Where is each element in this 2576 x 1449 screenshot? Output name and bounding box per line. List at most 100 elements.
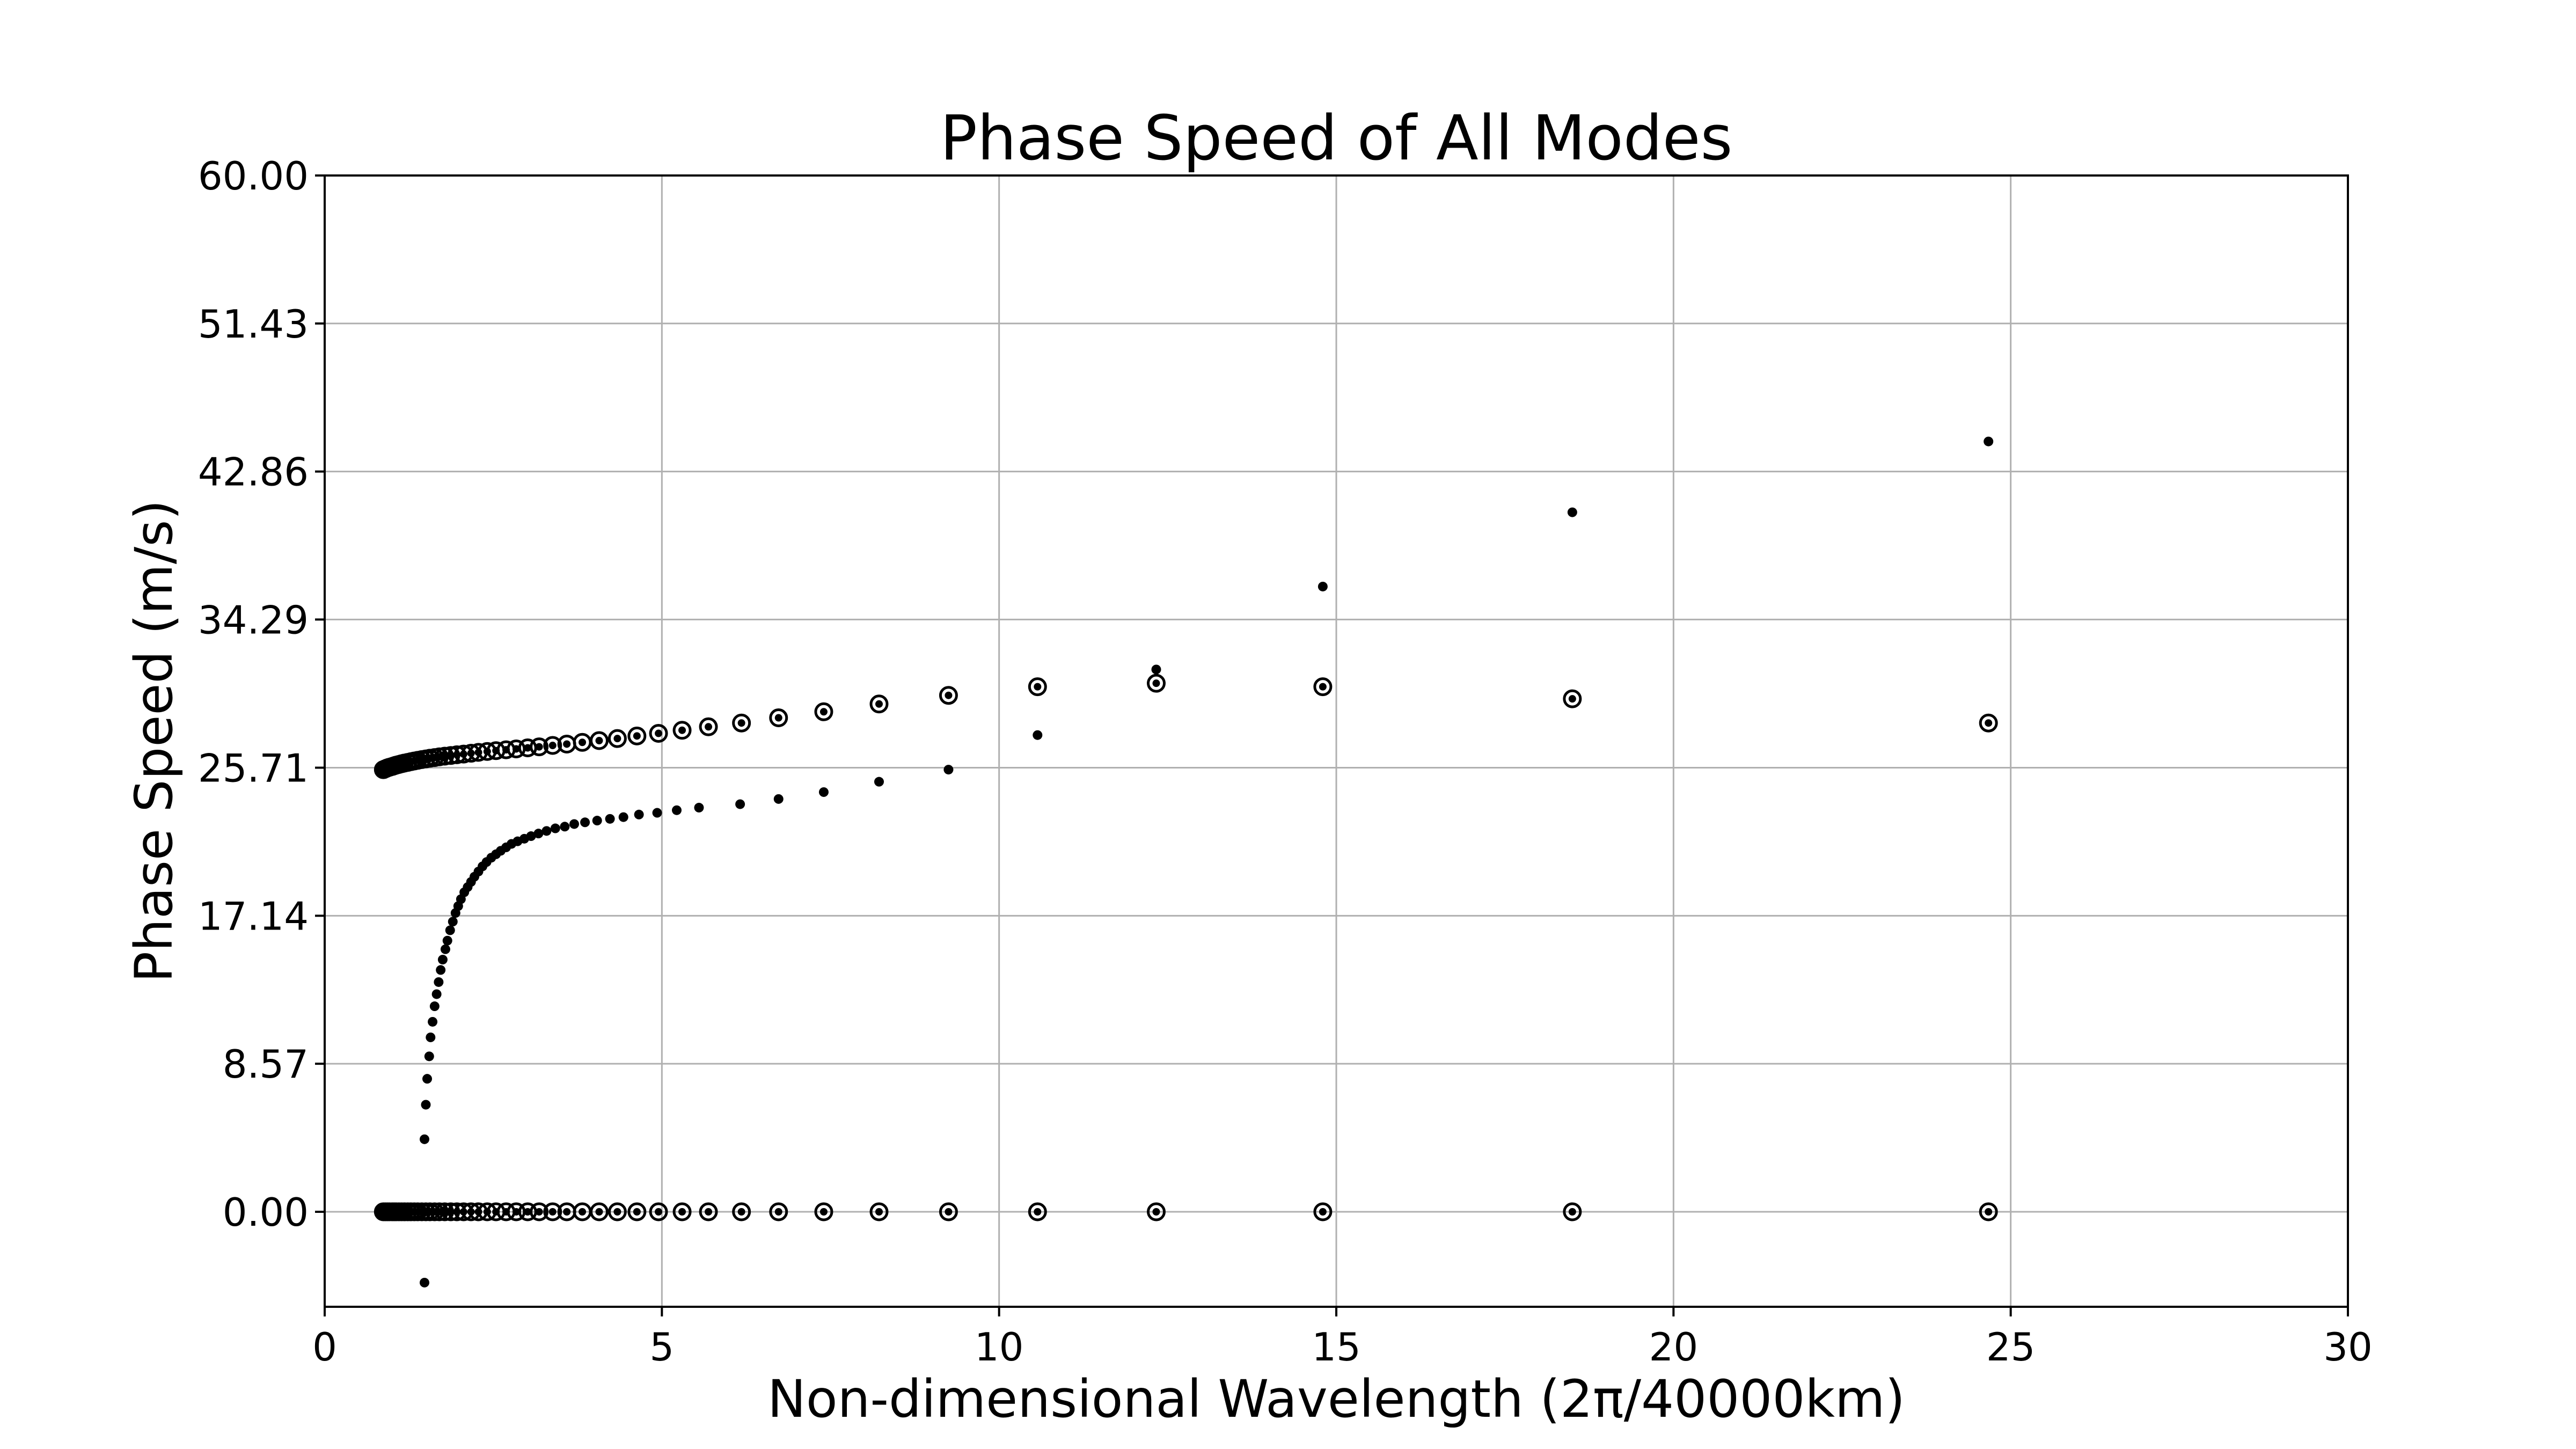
data-point: [448, 917, 458, 927]
data-point-ring: [1563, 689, 1582, 708]
y-axis-label: Phase Speed (m/s): [124, 500, 184, 982]
data-point: [1985, 719, 1993, 727]
data-series: [374, 436, 1998, 1287]
series-2: [419, 436, 1994, 1144]
data-point: [1319, 683, 1327, 691]
data-point: [535, 743, 543, 751]
x-tick-label: 20: [1649, 1324, 1699, 1370]
series-3: [374, 1202, 1998, 1221]
data-point: [819, 1208, 828, 1216]
data-point-ring: [1563, 1202, 1582, 1221]
data-point: [818, 787, 829, 797]
data-point: [1034, 683, 1042, 691]
data-point-ring: [939, 1202, 958, 1221]
data-point: [442, 935, 452, 946]
data-point: [422, 1074, 433, 1084]
data-point: [1152, 679, 1160, 687]
data-point: [655, 1208, 663, 1216]
x-tick-label: 5: [649, 1324, 674, 1370]
data-point: [678, 1208, 686, 1216]
data-point: [705, 1208, 713, 1216]
data-point: [524, 1208, 532, 1216]
data-point-ring: [1146, 1202, 1166, 1221]
data-point: [735, 799, 745, 809]
data-point: [424, 1051, 434, 1062]
data-point-ring: [699, 1202, 718, 1221]
data-point: [1984, 436, 1994, 447]
data-point-ring: [1979, 1202, 1998, 1221]
data-point: [419, 1277, 429, 1287]
data-point: [436, 965, 446, 975]
x-tick-label: 10: [975, 1324, 1024, 1370]
data-point: [1034, 1208, 1042, 1216]
data-point: [773, 794, 784, 804]
x-tick-label: 0: [312, 1324, 337, 1370]
data-point: [434, 977, 444, 987]
data-point: [533, 829, 544, 839]
y-tick-label: 51.43: [198, 302, 309, 347]
data-point: [535, 1208, 543, 1216]
data-point: [524, 744, 532, 752]
data-point-ring: [649, 724, 668, 743]
y-tick-label: 8.57: [223, 1042, 309, 1087]
data-point-ring: [769, 1202, 788, 1221]
data-point: [1033, 730, 1043, 740]
x-tick-label: 25: [1986, 1324, 2036, 1370]
x-axis-label: Non-dimensional Wavelength (2π/40000km): [767, 1369, 1905, 1429]
data-point-ring: [543, 736, 562, 755]
data-point: [563, 740, 571, 748]
y-tick-label: 25.71: [198, 746, 309, 791]
data-point: [541, 826, 552, 836]
data-point: [592, 816, 602, 826]
data-point: [579, 1208, 587, 1216]
data-point: [1567, 507, 1577, 517]
data-point: [945, 691, 953, 699]
data-point: [440, 944, 450, 954]
data-point: [1152, 1208, 1160, 1216]
data-point: [774, 1208, 782, 1216]
data-point: [1985, 1208, 1993, 1216]
data-point-ring: [1146, 674, 1166, 693]
y-tick-label: 42.86: [198, 450, 309, 495]
data-point: [569, 819, 579, 829]
data-point-ring: [627, 726, 647, 745]
data-point: [445, 925, 455, 935]
data-point: [526, 831, 536, 841]
data-point: [694, 802, 704, 813]
data-point: [737, 719, 745, 727]
y-tick-label: 17.14: [198, 894, 309, 939]
data-point: [1568, 1208, 1576, 1216]
data-point-ring: [1313, 1202, 1333, 1221]
data-point: [426, 1032, 436, 1042]
y-tick-label: 0.00: [223, 1190, 309, 1235]
data-point-ring: [699, 717, 718, 736]
data-point-ring: [649, 1202, 668, 1221]
data-point: [1568, 695, 1576, 703]
data-point: [560, 822, 570, 832]
data-point-ring: [530, 1202, 549, 1221]
data-point: [774, 714, 782, 722]
data-point-ring: [814, 1202, 833, 1221]
data-point: [419, 1134, 429, 1144]
data-point-ring: [543, 1202, 562, 1221]
data-point-ring: [672, 721, 692, 740]
data-point: [618, 812, 628, 822]
series-4: [419, 1277, 429, 1287]
data-point: [563, 1208, 571, 1216]
data-point-ring: [769, 708, 788, 728]
data-point: [613, 1208, 621, 1216]
data-point-ring: [530, 737, 549, 757]
data-point: [819, 708, 828, 716]
data-point-ring: [1313, 677, 1333, 697]
data-point: [429, 1001, 440, 1012]
data-point: [1151, 664, 1161, 675]
y-tick-label: 60.00: [198, 153, 309, 199]
data-point: [512, 745, 520, 753]
data-point: [943, 765, 954, 775]
data-point: [512, 1208, 520, 1216]
data-point-ring: [608, 729, 627, 748]
grid-lines: [324, 174, 2349, 1307]
data-point: [875, 1208, 883, 1216]
data-point-ring: [939, 686, 958, 705]
data-point-ring: [589, 1202, 609, 1221]
